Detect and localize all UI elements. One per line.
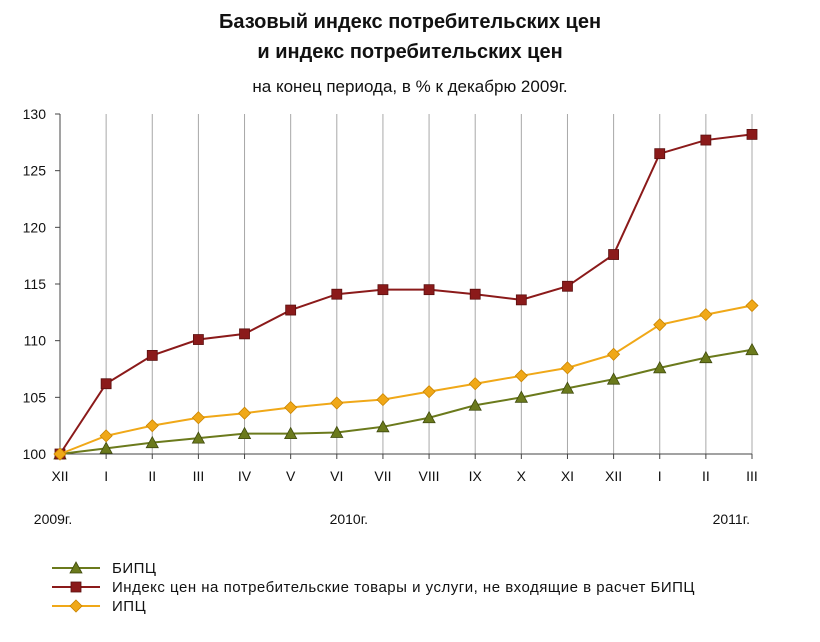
legend-marker-2	[70, 581, 82, 593]
data-point-series-2	[469, 288, 481, 300]
x-tick-label: VIII	[419, 468, 440, 484]
chart-title-line1: Базовый индекс потребительских цен	[218, 11, 602, 33]
legend-label-1: БИПЦ	[112, 560, 157, 577]
data-point-series-3	[330, 396, 344, 410]
y-tick-label: 115	[24, 276, 47, 292]
data-point-series-2	[562, 280, 573, 292]
data-point-series-3	[745, 298, 759, 313]
data-point-series-3	[607, 347, 621, 361]
year-label: 2010г.	[330, 511, 368, 527]
data-point-series-2	[146, 349, 158, 361]
data-point-series-2	[746, 128, 758, 140]
y-tick-label: 100	[23, 446, 47, 462]
series-line-1	[59, 348, 753, 455]
x-tick-label: I	[658, 468, 662, 484]
x-tick-label: XII	[605, 468, 622, 484]
data-point-series-1	[283, 426, 298, 440]
data-point-series-3	[191, 411, 205, 425]
y-tick-label: 130	[23, 106, 47, 122]
data-point-series-3	[699, 308, 713, 322]
series-line-2	[59, 133, 753, 455]
data-point-series-1	[653, 361, 667, 374]
data-point-series-1	[468, 398, 482, 411]
data-point-series-1	[376, 419, 390, 433]
data-point-series-1	[560, 381, 575, 394]
data-point-series-1	[145, 435, 159, 449]
data-point-series-3	[284, 400, 298, 415]
data-point-series-1	[237, 426, 252, 440]
x-tick-label: II	[702, 468, 710, 484]
x-tick-label: IX	[469, 468, 483, 484]
x-tick-label: III	[193, 468, 205, 484]
legend-label-3: ИПЦ	[112, 598, 146, 615]
y-tick-label: 125	[23, 163, 47, 179]
data-point-series-3	[653, 318, 667, 332]
x-tick-label: II	[148, 468, 156, 484]
data-point-series-3	[514, 369, 528, 383]
data-point-series-1	[99, 441, 113, 454]
year-label: 2009г.	[34, 511, 72, 527]
x-tick-label: XI	[561, 468, 574, 484]
series-line-3	[59, 304, 753, 455]
data-point-series-3	[99, 429, 113, 443]
data-point-series-3	[560, 361, 575, 375]
data-point-series-1	[699, 350, 713, 364]
x-tick-label: X	[517, 468, 527, 484]
data-point-series-2	[192, 334, 204, 345]
data-point-series-2	[377, 284, 389, 296]
x-tick-label: IV	[238, 468, 252, 484]
data-point-series-3	[422, 385, 436, 399]
y-tick-label: 105	[23, 389, 47, 405]
legend-marker-3	[69, 599, 83, 613]
data-point-series-3	[237, 406, 252, 420]
data-point-series-2	[239, 328, 250, 340]
data-point-series-3	[53, 447, 67, 461]
data-point-series-3	[145, 419, 159, 433]
x-tick-label: VI	[330, 468, 343, 484]
data-point-series-3	[376, 393, 390, 407]
y-tick-label: 110	[24, 333, 47, 349]
data-point-series-1	[330, 425, 344, 438]
x-tick-label: III	[746, 468, 758, 484]
data-point-series-1	[745, 342, 759, 356]
chart-subtitle: на конец периода, в % к декабрю 2009г.	[252, 77, 568, 96]
legend-marker-1	[69, 561, 83, 574]
year-label: 2011г.	[713, 511, 750, 527]
data-point-series-2	[515, 294, 527, 306]
x-tick-label: XII	[51, 468, 68, 484]
x-tick-label: V	[286, 468, 296, 484]
chart-title-line2: и индекс потребительских цен	[257, 41, 563, 63]
y-tick-label: 120	[23, 219, 47, 235]
data-point-series-2	[100, 378, 112, 390]
data-point-series-2	[331, 288, 343, 300]
data-point-series-1	[422, 410, 436, 424]
data-point-series-3	[468, 377, 482, 391]
data-point-series-2	[285, 304, 297, 316]
data-point-series-2	[700, 134, 712, 146]
x-tick-label: VII	[374, 468, 391, 484]
data-point-series-2	[608, 249, 619, 260]
data-point-series-1	[606, 372, 621, 385]
data-point-series-1	[191, 431, 206, 444]
data-point-series-1	[514, 390, 529, 403]
x-tick-label: I	[104, 468, 108, 484]
legend-label-2: Индекс цен на потребительские товары и у…	[112, 579, 695, 596]
data-point-series-2	[423, 284, 435, 296]
data-point-series-2	[654, 148, 666, 160]
